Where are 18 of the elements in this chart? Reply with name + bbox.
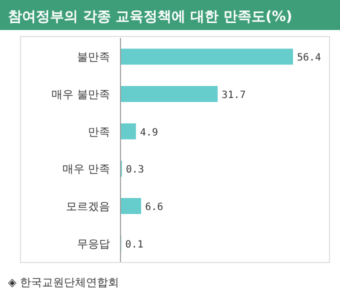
text: ◈ 한국교원단체연합회 [8, 276, 119, 289]
y-tick-label: 무응답 [77, 237, 110, 250]
bar [121, 48, 293, 65]
data-label: 6.6 [145, 202, 164, 213]
y-tick-label: 모르겠음 [66, 200, 110, 213]
y-tick-label: 매우 만족 [62, 162, 110, 176]
bar [121, 123, 136, 140]
data-label: 56.4 [297, 52, 322, 64]
bar [121, 86, 218, 102]
data-label: 0.1 [125, 239, 144, 250]
chart-title: 참여정부의 각종 교육정책에 대한 만족도(%) [8, 9, 292, 25]
data-label: 31.7 [222, 90, 246, 101]
bar [121, 198, 142, 214]
data-label: 4.9 [140, 127, 158, 138]
y-tick-label: 만족 [88, 125, 110, 138]
y-tick-label: 매우 불만족 [52, 88, 110, 101]
y-tick-label: 불만족 [77, 50, 110, 64]
data-label: 0.3 [126, 164, 144, 176]
